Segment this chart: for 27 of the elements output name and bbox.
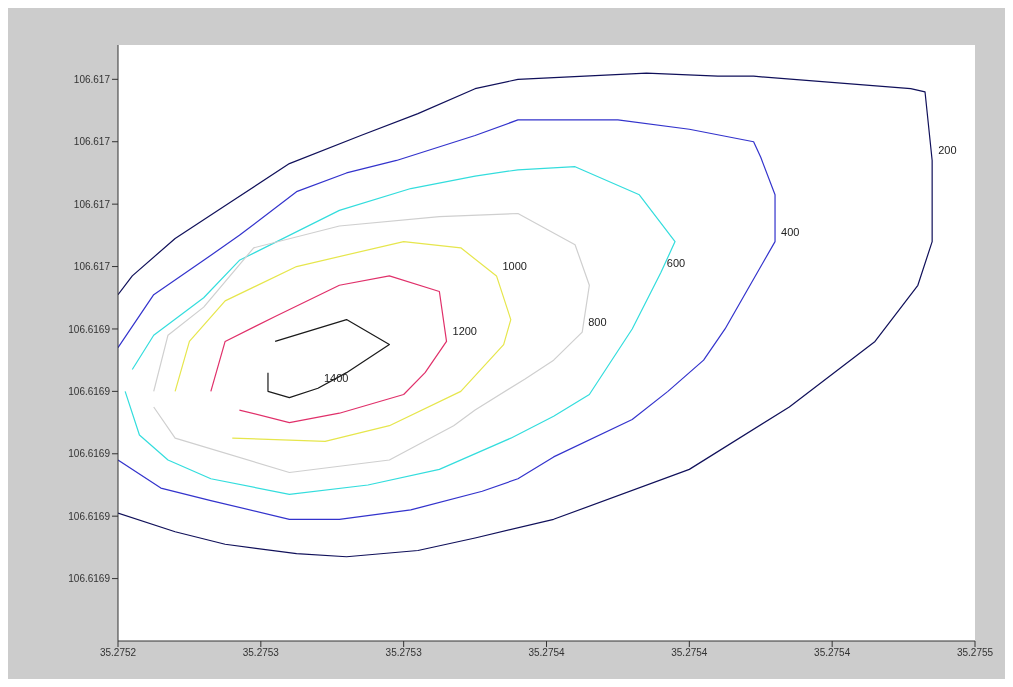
x-tick-label: 35.2754 (671, 647, 708, 659)
x-tick-label: 35.2755 (956, 647, 994, 659)
line-series (118, 72, 933, 558)
y-tick-label: 106.6169 (68, 385, 111, 397)
series-label: 800 (588, 316, 607, 329)
line-series (153, 212, 590, 474)
y-tick-label: 106.6169 (68, 448, 111, 460)
y-tick-label: 106.6169 (68, 573, 111, 585)
series-label: 600 (666, 256, 686, 269)
series-label: 1200 (452, 325, 477, 338)
y-tick-label: 106.617 (73, 198, 111, 210)
y-tick-label: 106.6169 (68, 323, 111, 335)
y-tick-label: 106.6169 (68, 510, 111, 522)
y-tick-label: 106.617 (73, 261, 111, 273)
line-series (267, 319, 390, 399)
line-series (210, 275, 448, 424)
series-label: 400 (781, 225, 800, 238)
series-label: 1000 (502, 259, 527, 272)
x-tick-label: 35.2754 (528, 647, 566, 659)
line-series (118, 119, 776, 520)
x-tick-label: 35.2752 (99, 647, 137, 659)
x-tick-label: 35.2753 (385, 647, 423, 659)
x-tick-label: 35.2754 (814, 647, 851, 659)
y-tick-label: 106.617 (73, 136, 111, 148)
series-label: 200 (938, 144, 957, 157)
x-tick-label: 35.2753 (242, 647, 280, 659)
y-tick-label: 106.617 (73, 73, 111, 85)
